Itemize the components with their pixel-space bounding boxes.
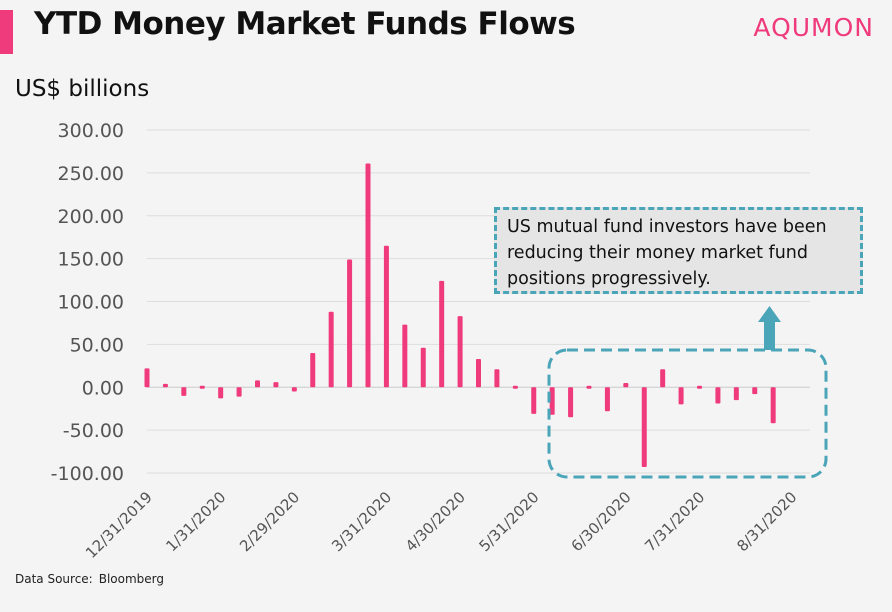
bar xyxy=(531,387,537,414)
bar xyxy=(310,352,316,388)
data-source-value: Bloomberg xyxy=(98,572,165,586)
bar xyxy=(660,369,666,388)
bar xyxy=(604,387,610,412)
arrow-shaft xyxy=(764,322,775,350)
bar xyxy=(586,385,592,389)
bar xyxy=(457,316,463,388)
y-axis-unit-label: US$ billions xyxy=(15,76,150,102)
bar xyxy=(218,387,224,399)
annotation-text: US mutual fund investors have been reduc… xyxy=(507,217,827,289)
bar xyxy=(328,311,334,388)
y-tick-label: 150.00 xyxy=(58,249,124,271)
bar xyxy=(273,382,279,388)
bar xyxy=(770,387,776,424)
brand-logo: AQUMON xyxy=(753,13,874,42)
data-source: Data Source: Bloomberg xyxy=(15,572,170,586)
x-tick-label: 4/30/2020 xyxy=(402,488,469,555)
title-accent-bar xyxy=(0,10,13,54)
bar xyxy=(568,387,574,418)
x-tick-label: 7/31/2020 xyxy=(641,488,708,555)
bar xyxy=(697,385,702,389)
x-tick-label: 12/31/2019 xyxy=(82,488,156,562)
bar xyxy=(715,387,721,404)
bar xyxy=(512,385,518,389)
bar xyxy=(236,387,242,397)
bar xyxy=(439,280,445,388)
bar xyxy=(623,382,629,388)
x-tick-label: 2/29/2020 xyxy=(236,488,303,555)
y-tick-label: 250.00 xyxy=(58,163,124,185)
bar xyxy=(181,387,187,396)
y-tick-label: 0.00 xyxy=(82,377,124,399)
bar xyxy=(752,387,758,395)
y-tick-label: -50.00 xyxy=(63,420,124,442)
y-tick-label: 200.00 xyxy=(58,206,124,228)
bar xyxy=(291,387,297,392)
bar xyxy=(733,387,739,401)
bar xyxy=(347,259,353,388)
x-tick-label: 6/30/2020 xyxy=(568,488,635,555)
bar xyxy=(476,358,481,388)
x-tick-label: 3/31/2020 xyxy=(328,488,395,555)
bar xyxy=(641,387,647,467)
bar xyxy=(255,380,260,388)
data-source-label: Data Source: xyxy=(15,572,93,586)
y-tick-label: 100.00 xyxy=(58,292,124,314)
page-title: YTD Money Market Funds Flows xyxy=(34,6,576,42)
bar xyxy=(383,245,389,388)
arrow-up-icon xyxy=(758,306,781,322)
highlight-box xyxy=(547,348,828,479)
y-tick-label: 50.00 xyxy=(70,334,124,356)
bar xyxy=(420,347,426,388)
bar xyxy=(678,387,684,405)
bar xyxy=(199,385,205,389)
bar xyxy=(144,368,150,388)
bar xyxy=(162,383,168,388)
y-tick-label: 300.00 xyxy=(58,120,124,142)
bar xyxy=(494,369,500,388)
bar xyxy=(549,387,555,415)
bar xyxy=(365,163,371,388)
bar xyxy=(402,324,408,388)
annotation-box: US mutual fund investors have been reduc… xyxy=(494,207,863,294)
x-tick-label: 5/31/2020 xyxy=(475,488,542,555)
y-tick-label: -100.00 xyxy=(51,463,124,485)
x-tick-label: 8/31/2020 xyxy=(733,488,800,555)
x-tick-label: 1/31/2020 xyxy=(162,488,229,555)
